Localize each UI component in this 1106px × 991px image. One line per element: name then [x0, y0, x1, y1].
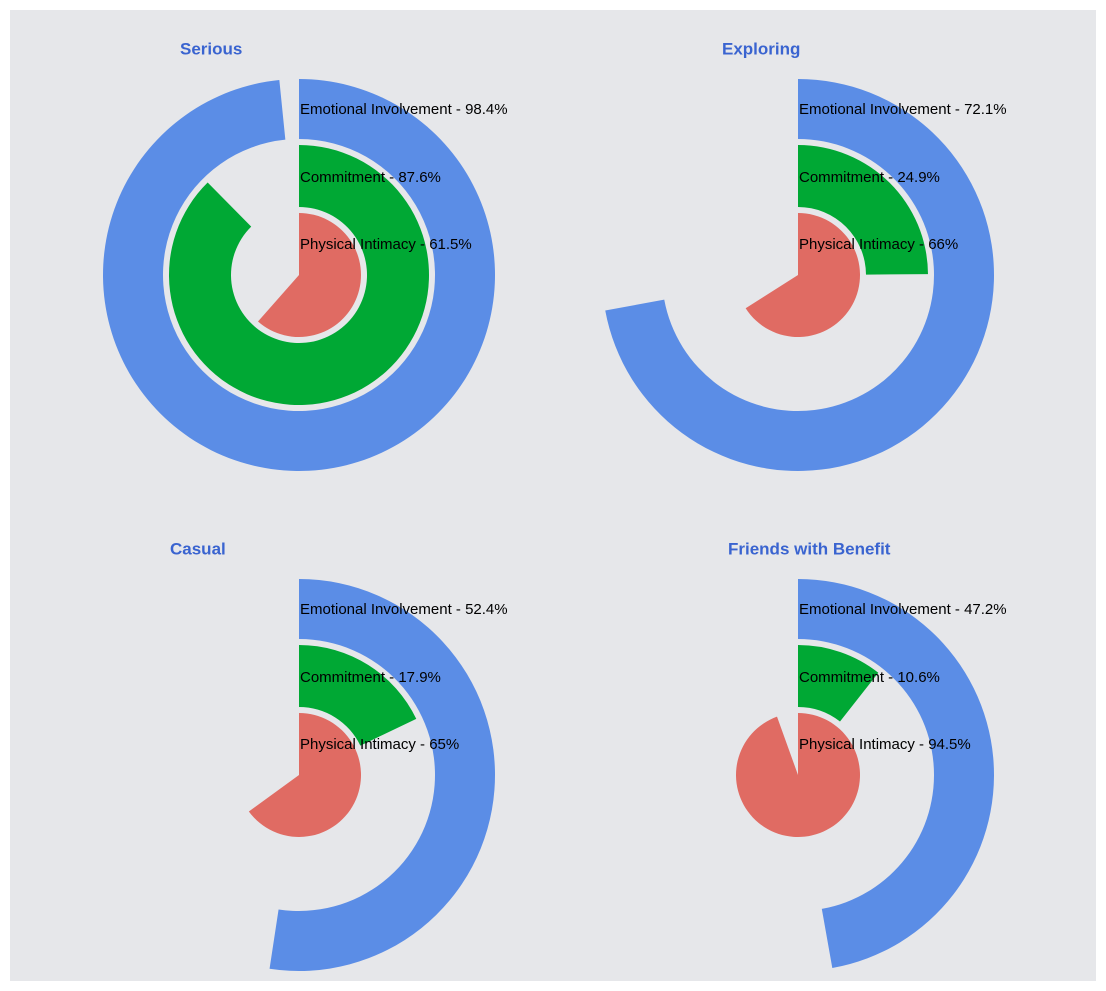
radial-bar	[248, 713, 361, 837]
chart-title: Exploring	[722, 39, 800, 58]
radial-bar	[299, 645, 417, 746]
radial-bar	[168, 145, 429, 405]
bar-label: Physical Intimacy - 94.5%	[799, 736, 971, 753]
bar-label: Emotional Involvement - 72.1%	[799, 101, 1007, 118]
bar-label: Commitment - 87.6%	[300, 169, 441, 186]
radial-bar	[103, 79, 495, 472]
chart-title: Serious	[180, 39, 242, 58]
chart-title: Friends with Benefit	[728, 539, 891, 558]
bar-label: Commitment - 17.9%	[300, 669, 441, 686]
radial-bar	[269, 579, 495, 971]
bar-label: Emotional Involvement - 52.4%	[300, 601, 508, 618]
radial-bar	[257, 213, 361, 337]
radial-bar	[735, 713, 860, 838]
bar-label: Physical Intimacy - 66%	[799, 236, 958, 253]
bar-label: Physical Intimacy - 61.5%	[300, 236, 472, 253]
bar-label: Commitment - 10.6%	[799, 669, 940, 686]
radial-bar	[798, 645, 879, 722]
radial-bar	[745, 213, 860, 337]
radial-bar	[605, 79, 994, 471]
bar-label: Physical Intimacy - 65%	[300, 736, 459, 753]
radial-bar	[798, 579, 994, 968]
chart-title: Casual	[170, 539, 226, 558]
bar-label: Commitment - 24.9%	[799, 169, 940, 186]
bar-label: Emotional Involvement - 98.4%	[300, 101, 508, 118]
bar-label: Emotional Involvement - 47.2%	[799, 601, 1007, 618]
radial-bar	[798, 145, 928, 275]
